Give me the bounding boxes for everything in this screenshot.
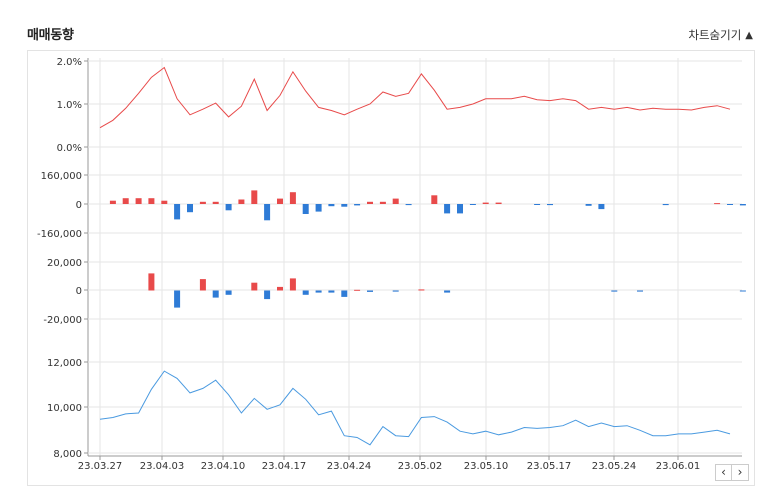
chart-nav: ‹ ›: [715, 464, 749, 481]
foreign-bar: [135, 198, 142, 204]
institution-bar: [277, 286, 283, 291]
y-tick-label: 20,000: [47, 258, 82, 269]
institution-bar: [315, 290, 322, 293]
foreign-bar: [315, 204, 322, 212]
next-button[interactable]: ›: [732, 464, 749, 481]
foreign-bar: [457, 204, 463, 214]
foreign-bar: [212, 201, 219, 204]
foreign-bar: [727, 204, 733, 205]
institution-bar: [174, 290, 181, 308]
foreign-bar: [354, 204, 361, 206]
institution-bar: [637, 290, 643, 292]
institution-bar: [225, 290, 232, 295]
foreign-bar: [109, 200, 116, 204]
institution-bar: [264, 290, 271, 300]
foreign-bar: [264, 204, 271, 221]
foreign-bar: [277, 198, 283, 204]
foreign-bar: [238, 199, 245, 204]
institution-bar: [341, 290, 348, 297]
foreign-bar: [547, 204, 553, 206]
y-tick-label: 0: [76, 200, 82, 211]
institution-bar: [251, 282, 258, 291]
institution-bar: [392, 290, 399, 292]
foreign-bar: [367, 201, 373, 204]
x-tick-label: 23.05.24: [592, 461, 637, 472]
y-tick-label: 1.0%: [57, 100, 82, 111]
institution-bar: [148, 273, 155, 291]
ratio-series-line: [99, 66, 731, 129]
x-tick-label: 23.04.24: [327, 461, 372, 472]
foreign-bar: [328, 204, 335, 207]
institution-bar: [367, 290, 373, 292]
foreign-bar: [199, 201, 206, 204]
page-title: 매매동향: [27, 28, 74, 43]
foreign-bar: [469, 204, 476, 205]
institution-bar: [302, 290, 309, 295]
institution-bar: [611, 290, 618, 292]
institution-bar: [354, 289, 361, 291]
y-tick-label: 2.0%: [57, 57, 82, 68]
x-tick-label: 23.05.02: [398, 461, 443, 472]
institution-bar: [739, 290, 746, 292]
foreign-bar: [289, 192, 296, 204]
x-tick-label: 23.05.17: [527, 461, 572, 472]
foreign-bar: [482, 202, 489, 204]
y-tick-label: -20,000: [43, 315, 82, 326]
x-tick-label: 23.05.10: [464, 461, 509, 472]
institution-bar: [212, 290, 219, 298]
triangle-up-icon: ▲: [745, 29, 753, 41]
foreign-bar: [379, 201, 386, 204]
foreign-bar: [598, 204, 605, 210]
institution-bar: [444, 290, 451, 293]
institution-bar: [289, 278, 296, 291]
foreign-bar: [662, 204, 669, 206]
y-tick-label: 8,000: [53, 449, 82, 460]
x-tick-label: 23.06.01: [656, 461, 701, 472]
x-tick-label: 23.04.10: [201, 461, 246, 472]
institution-bar: [199, 279, 206, 291]
foreign-bar: [585, 204, 592, 206]
foreign-bar: [122, 198, 129, 204]
foreign-bar: [534, 204, 541, 205]
y-tick-label: -160,000: [37, 229, 82, 240]
foreign-bar: [405, 204, 412, 206]
x-tick-label: 23.04.03: [140, 461, 185, 472]
foreign-bar: [444, 204, 451, 214]
y-tick-label: 160,000: [41, 171, 82, 182]
chart-panel: [27, 50, 755, 486]
foreign-bar: [302, 204, 309, 214]
x-tick-label: 23.03.27: [78, 461, 123, 472]
foreign-bar: [225, 204, 232, 211]
foreign-bar: [251, 190, 258, 204]
foreign-bar: [174, 204, 181, 220]
foreign-bar: [739, 204, 746, 206]
institution-bar: [418, 289, 425, 291]
foreign-bar: [714, 203, 721, 205]
prev-button[interactable]: ‹: [715, 464, 732, 481]
y-tick-label: 12,000: [47, 358, 82, 369]
foreign-bar: [148, 198, 155, 204]
price-series-line: [99, 370, 731, 446]
y-tick-label: 0: [76, 286, 82, 297]
x-tick-label: 23.04.17: [262, 461, 307, 472]
hide-chart-toggle[interactable]: 차트숨기기 ▲: [688, 27, 753, 43]
institution-bar: [328, 290, 335, 293]
hide-chart-label: 차트숨기기: [688, 28, 742, 42]
foreign-bar: [161, 200, 168, 204]
y-tick-label: 10,000: [47, 403, 82, 414]
foreign-bar: [341, 204, 348, 207]
foreign-bar: [392, 198, 399, 204]
foreign-bar: [495, 202, 502, 204]
foreign-bar: [187, 204, 193, 213]
y-tick-label: 0.0%: [57, 143, 82, 154]
foreign-bar: [431, 195, 438, 204]
